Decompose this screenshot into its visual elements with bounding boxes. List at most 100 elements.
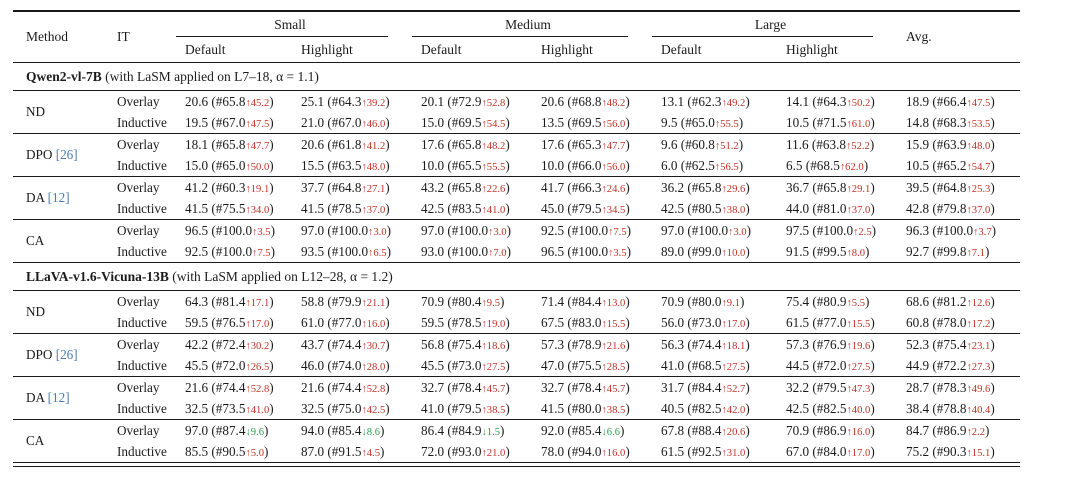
delta-up: ↑8.0 bbox=[846, 247, 866, 259]
delta-up: ↑30.7 bbox=[361, 340, 386, 352]
delta-up: ↑48.2 bbox=[601, 97, 626, 109]
data-row: Inductive 85.5 (#90.5↑5.0) 87.0 (#91.5↑4.5… bbox=[13, 441, 1020, 462]
delta-up: ↑47.5 bbox=[245, 118, 270, 130]
metric-cell: 20.6 (#68.8↑48.2) bbox=[528, 90, 649, 112]
delta-up: ↑17.2 bbox=[966, 318, 991, 330]
delta-up: ↑40.4 bbox=[966, 404, 991, 416]
metric-cell: 18.1 (#65.8↑47.7) bbox=[172, 133, 288, 155]
delta-up: ↑47.5 bbox=[966, 97, 991, 109]
delta-up: ↑21.0 bbox=[481, 447, 506, 459]
delta-up: ↑49.6 bbox=[966, 383, 991, 395]
delta-up: ↑13.0 bbox=[601, 297, 626, 309]
table-header: Method IT Small Medium Large Avg. Defaul… bbox=[13, 12, 1020, 63]
metric-cell: 6.5 (#68.5↑62.0) bbox=[786, 157, 869, 173]
metric-cell: 40.5 (#82.5↑42.0) bbox=[661, 400, 750, 416]
delta-up: ↑7.5 bbox=[252, 247, 271, 259]
delta-up: ↑52.2 bbox=[845, 140, 870, 152]
data-row: Inductive 59.5 (#76.5↑17.0) 61.0 (#77.0↑16… bbox=[13, 312, 1020, 334]
data-row: DA [12] Overlay 21.6 (#74.4↑52.8) 21.6 (#74… bbox=[13, 376, 1021, 420]
metric-cell: 42.5 (#83.5↑41.0) bbox=[421, 200, 510, 216]
delta-up: ↑51.2 bbox=[714, 140, 739, 152]
delta-up: ↑55.5 bbox=[481, 161, 506, 173]
it-cell: Overlay bbox=[104, 219, 172, 241]
delta-up: ↑42.5 bbox=[361, 404, 386, 416]
delta-down: ↓1.5 bbox=[481, 426, 501, 438]
delta-up: ↑3.7 bbox=[973, 226, 992, 238]
citation-link[interactable]: [26] bbox=[55, 347, 78, 362]
metric-cell: 43.7 (#74.4↑30.7) bbox=[288, 333, 409, 355]
delta-up: ↑50.2 bbox=[846, 97, 871, 109]
delta-up: ↑52.8 bbox=[245, 383, 270, 395]
metric-cell: 18.9 (#66.4↑47.5) bbox=[893, 90, 1021, 112]
metric-cell: 20.6 (#61.8↑41.2) bbox=[288, 133, 409, 155]
section-subtitle: (with LaSM applied on L12–28, α = 1.2) bbox=[168, 268, 393, 284]
metric-cell: 14.8 (#68.3↑53.5) bbox=[906, 114, 995, 130]
delta-up: ↑48.0 bbox=[361, 161, 386, 173]
method-name: DPO bbox=[26, 347, 56, 362]
metric-cell: 57.3 (#76.9↑19.6) bbox=[773, 333, 894, 355]
delta-up: ↑7.1 bbox=[966, 247, 986, 259]
data-row: ND Overlay 64.3 (#81.4↑17.1) 58.8 (#79.9↑21… bbox=[13, 290, 1021, 334]
metric-cell: 17.6 (#65.8↑48.2) bbox=[408, 133, 529, 155]
metric-cell: 36.7 (#65.8↑29.1) bbox=[773, 176, 894, 198]
data-row: Inductive 92.5 (#100.0↑7.5) 93.5 (#100.0↑6… bbox=[13, 241, 1020, 263]
metric-cell: 97.5 (#100.0↑2.5) bbox=[773, 219, 894, 241]
data-row: CA Overlay 97.0 (#87.4↓9.6) 94.0 (#85.4↓8.6… bbox=[13, 419, 1021, 462]
delta-up: ↑10.0 bbox=[721, 247, 746, 259]
data-row: Inductive 19.5 (#67.0↑47.5) 21.0 (#67.0↑46… bbox=[13, 112, 1020, 134]
cmidrule-small bbox=[176, 36, 389, 37]
metric-cell: 32.5 (#75.0↑42.5) bbox=[301, 400, 390, 416]
citation-link[interactable]: [26] bbox=[55, 147, 78, 162]
metric-cell: 41.5 (#80.0↑38.5) bbox=[541, 400, 630, 416]
delta-up: ↑56.0 bbox=[601, 118, 626, 130]
metric-cell: 38.4 (#78.8↑40.4) bbox=[906, 400, 995, 416]
delta-up: ↑38.0 bbox=[721, 204, 746, 216]
citation-link[interactable]: [12] bbox=[47, 390, 70, 405]
delta-up: ↑27.5 bbox=[846, 361, 871, 373]
metric-cell: 10.0 (#66.0↑56.0) bbox=[541, 157, 630, 173]
table-bottom-rule bbox=[13, 462, 1020, 467]
col-group-small-label: Small bbox=[274, 16, 306, 32]
method-name: CA bbox=[26, 433, 45, 448]
delta-up: ↑19.0 bbox=[481, 318, 506, 330]
it-cell: Inductive bbox=[117, 157, 167, 173]
delta-up: ↑46.0 bbox=[361, 118, 386, 130]
metric-cell: 92.7 (#99.8↑7.1) bbox=[906, 243, 990, 259]
metric-cell: 9.5 (#65.0↑55.5) bbox=[661, 114, 744, 130]
metric-cell: 59.5 (#76.5↑17.0) bbox=[185, 314, 274, 330]
delta-up: ↑45.7 bbox=[601, 383, 626, 395]
metric-cell: 32.2 (#79.5↑47.3) bbox=[773, 376, 894, 398]
metric-cell: 21.6 (#74.4↑52.8) bbox=[288, 376, 409, 398]
data-row: Inductive 45.5 (#72.0↑26.5) 46.0 (#74.0↑28… bbox=[13, 355, 1020, 377]
metric-cell: 52.3 (#75.4↑23.1) bbox=[893, 333, 1021, 355]
delta-up: ↑18.1 bbox=[721, 340, 746, 352]
delta-up: ↑15.5 bbox=[846, 318, 871, 330]
delta-up: ↑47.7 bbox=[601, 140, 626, 152]
metric-cell: 41.5 (#78.5↑37.0) bbox=[301, 200, 390, 216]
delta-up: ↑52.8 bbox=[481, 97, 506, 109]
metric-cell: 85.5 (#90.5↑5.0) bbox=[185, 443, 269, 459]
data-row: ND Overlay 20.6 (#65.8↑45.2) 25.1 (#64.3↑39… bbox=[13, 90, 1021, 134]
delta-up: ↑19.1 bbox=[245, 183, 270, 195]
delta-up: ↑23.1 bbox=[966, 340, 991, 352]
method-name-cell: ND bbox=[13, 90, 104, 134]
metric-cell: 41.2 (#60.3↑19.1) bbox=[172, 176, 288, 198]
metric-cell: 45.5 (#72.0↑26.5) bbox=[185, 357, 274, 373]
method-name-cell: DA [12] bbox=[13, 176, 104, 220]
method-name-cell: CA bbox=[13, 219, 104, 263]
section-title: Qwen2-vl-7B (with LaSM applied on L7–18,… bbox=[13, 62, 1021, 91]
it-cell: Overlay bbox=[104, 290, 172, 312]
delta-up: ↑3.0 bbox=[368, 226, 387, 238]
cmidrule-medium bbox=[412, 36, 629, 37]
metric-cell: 56.8 (#75.4↑18.6) bbox=[408, 333, 529, 355]
metric-cell: 94.0 (#85.4↓8.6) bbox=[288, 419, 409, 441]
metric-cell: 97.0 (#100.0↑3.0) bbox=[288, 219, 409, 241]
delta-up: ↑16.0 bbox=[601, 447, 626, 459]
citation-link[interactable]: [12] bbox=[47, 190, 70, 205]
metric-cell: 93.0 (#100.0↑7.0) bbox=[421, 243, 512, 259]
delta-up: ↑37.0 bbox=[361, 204, 386, 216]
delta-up: ↑22.6 bbox=[481, 183, 506, 195]
metric-cell: 86.4 (#84.9↓1.5) bbox=[408, 419, 529, 441]
results-table-container: Method IT Small Medium Large Avg. Defaul… bbox=[13, 10, 1021, 467]
delta-down: ↓9.6 bbox=[245, 426, 264, 438]
